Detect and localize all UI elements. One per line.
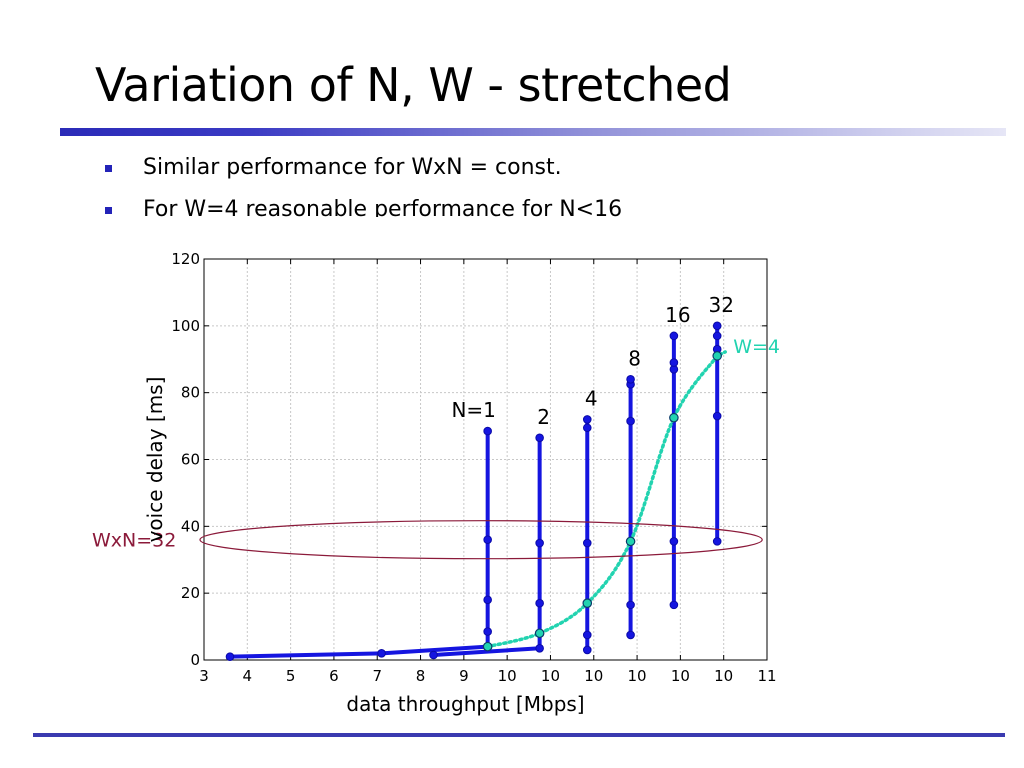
y-tick-label: 20 <box>181 584 200 602</box>
data-point <box>535 538 544 548</box>
data-point <box>712 321 722 331</box>
bullet-square-icon <box>105 207 112 214</box>
data-point <box>582 538 592 548</box>
slide-title: Variation of N, W - stretched <box>95 58 732 112</box>
w4-data-point <box>534 628 545 639</box>
y-tick-label: 80 <box>181 384 200 402</box>
data-point <box>483 426 492 436</box>
y-tick-label: 40 <box>181 517 200 535</box>
x-tick-label: 10 <box>498 667 517 685</box>
y-axis-label: voice delay [ms] <box>143 377 167 543</box>
series-label: 8 <box>628 346 641 370</box>
data-point <box>626 416 635 426</box>
bullet-square-icon <box>105 165 112 172</box>
x-tick-label: 11 <box>757 667 776 685</box>
w4-data-point <box>582 598 593 608</box>
x-tick-label: 10 <box>671 667 690 685</box>
data-point <box>669 331 679 341</box>
w4-points <box>482 351 722 652</box>
x-tick-label: 6 <box>329 667 339 685</box>
data-point <box>582 423 592 433</box>
data-point <box>483 627 492 636</box>
bullet-text: Similar performance for WxN = const. <box>143 155 562 180</box>
wxn-ellipse <box>199 520 763 560</box>
data-point <box>712 331 722 341</box>
y-tick-label: 120 <box>171 250 200 268</box>
x-tick-label: 9 <box>459 667 469 685</box>
data-point <box>535 598 544 608</box>
ellipse-label: WxN=32 <box>92 530 176 552</box>
data-point <box>582 645 592 655</box>
x-tick-label: 7 <box>372 667 382 685</box>
data-point <box>669 600 679 610</box>
data-point <box>225 652 235 661</box>
bullet-text: For W=4 reasonable performance for N<16 <box>143 197 623 217</box>
curve-label: W=4 <box>733 336 780 358</box>
x-tick-label: 10 <box>714 667 733 685</box>
data-point <box>626 375 635 384</box>
w4-data-point <box>482 641 493 652</box>
series-line <box>227 429 490 659</box>
series-label: 16 <box>665 303 690 327</box>
x-tick-label: 3 <box>199 667 209 685</box>
y-tick-label: 100 <box>171 317 200 335</box>
data-point <box>712 411 722 421</box>
data-point <box>535 433 544 443</box>
series-label: 2 <box>537 405 550 429</box>
x-tick-label: 10 <box>584 667 603 685</box>
w4-data-point <box>625 536 636 547</box>
bullet-list: Similar performance for WxN = const. For… <box>105 153 622 237</box>
axis-ticks: 3 4 5 6 7 8 9 10 10 10 10 10 10 11 0 20 40 60 80 100 120 <box>171 250 776 685</box>
data-point <box>429 650 438 660</box>
series-group <box>225 321 722 661</box>
x-axis-label: data throughput [Mbps] <box>346 692 584 716</box>
data-point <box>582 630 592 640</box>
data-point <box>626 600 635 610</box>
data-point <box>377 649 386 658</box>
title-underline <box>60 128 1006 136</box>
data-point <box>626 630 635 640</box>
x-tick-label: 10 <box>628 667 647 685</box>
series-labels: N=1 2 4 8 16 32 <box>451 293 733 429</box>
data-point <box>483 595 492 605</box>
w4-data-point <box>669 412 679 423</box>
x-tick-label: 4 <box>243 667 253 685</box>
bullet-item: For W=4 reasonable performance for N<16 <box>105 195 622 237</box>
y-tick-label: 60 <box>181 451 200 469</box>
w4-data-point <box>712 351 722 361</box>
x-tick-label: 10 <box>541 667 560 685</box>
data-point <box>483 535 492 545</box>
series-label: N=1 <box>451 398 495 422</box>
data-point <box>669 537 679 546</box>
series-label: 4 <box>585 386 598 410</box>
series-line <box>431 435 542 657</box>
data-point <box>712 537 722 546</box>
footer-rule <box>33 733 1005 737</box>
x-tick-label: 8 <box>416 667 426 685</box>
w4-curve <box>485 350 727 649</box>
data-point <box>669 358 679 367</box>
bullet-item: Similar performance for WxN = const. <box>105 153 622 195</box>
x-tick-label: 5 <box>286 667 296 685</box>
data-point <box>582 415 592 424</box>
series-label: 32 <box>708 293 733 317</box>
data-point <box>535 644 544 653</box>
y-tick-label: 0 <box>190 651 200 669</box>
